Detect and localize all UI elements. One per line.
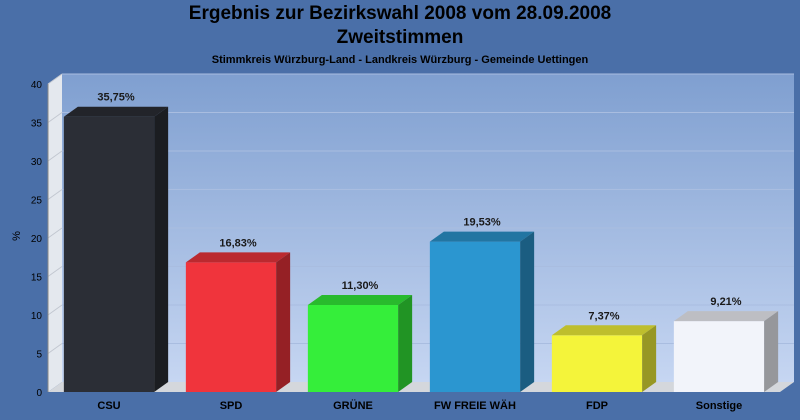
data-label: 7,37% [588, 310, 619, 322]
chart-title: Ergebnis zur Bezirkswahl 2008 vom 28.09.… [188, 3, 612, 24]
gridline-side [47, 73, 63, 85]
y-tick-label: 10 [31, 311, 43, 322]
bar-front [185, 262, 277, 392]
x-tick-label: CSU [97, 400, 120, 412]
x-tick-label: GRÜNE [333, 399, 373, 412]
bar-top [673, 311, 779, 322]
bar-fdp: 7,37% [551, 310, 657, 392]
bars: 35,75% 16,83% 11,30% 19,53% 7,37% 9,21% [63, 92, 779, 392]
gridline-side [47, 343, 63, 354]
bar-top [551, 325, 657, 336]
bar-side [520, 231, 535, 392]
gridline-side [47, 227, 63, 239]
bar-grüne: 11,30% [307, 280, 413, 392]
x-tick-label: SPD [220, 400, 243, 412]
bar-sonstige: 9,21% [673, 296, 779, 392]
gridline-side [47, 304, 63, 316]
bar-top [63, 106, 169, 117]
bar-front [63, 116, 155, 392]
y-tick-label: 20 [31, 234, 43, 245]
bar-front [551, 335, 643, 392]
y-axis: 0 5 10 15 20 25 30 35 40 [31, 80, 49, 399]
chart-subtitle: Zweitstimmen [336, 27, 464, 48]
data-label: 16,83% [219, 237, 257, 249]
bar-top [185, 252, 291, 263]
chart-caption: Stimmkreis Würzburg-Land - Landkreis Wür… [211, 54, 589, 66]
y-axis-label: % [11, 231, 23, 241]
y-tick-label: 35 [31, 119, 43, 130]
y-tick-label: 25 [31, 196, 43, 207]
bar-front [429, 241, 521, 392]
x-tick-label: FW FREIE WÄH [434, 399, 516, 412]
bar-side [398, 294, 413, 392]
bar-spd: 16,83% [185, 237, 291, 392]
bar-front [307, 304, 399, 392]
data-label: 35,75% [97, 92, 135, 104]
bar-side [154, 106, 169, 392]
y-tick-label: 30 [31, 157, 43, 168]
y-tick-label: 5 [36, 350, 42, 361]
bar-fw-freie-wäh: 19,53% [429, 217, 535, 392]
data-label: 11,30% [342, 280, 379, 292]
bar-side [276, 252, 291, 392]
y-tick-label: 15 [31, 273, 43, 284]
bar-side [764, 311, 779, 392]
bar-top [307, 294, 413, 305]
gridline-side [47, 189, 63, 200]
data-label: 9,21% [710, 296, 741, 308]
gridline-side [47, 150, 63, 162]
x-tick-label: FDP [586, 400, 608, 412]
y-tick-label: 0 [36, 388, 42, 399]
y-tick-label: 40 [31, 80, 43, 91]
bar-csu: 35,75% [63, 92, 169, 392]
x-axis: CSU SPD GRÜNE FW FREIE WÄH FDP Sonstige [97, 399, 742, 412]
x-tick-label: Sonstige [696, 400, 742, 412]
bar-side [642, 325, 657, 392]
data-label: 19,53% [463, 217, 501, 229]
bar-top [429, 231, 535, 242]
bar-front [673, 321, 765, 392]
gridline-side [47, 112, 63, 123]
gridline-side [47, 266, 63, 277]
